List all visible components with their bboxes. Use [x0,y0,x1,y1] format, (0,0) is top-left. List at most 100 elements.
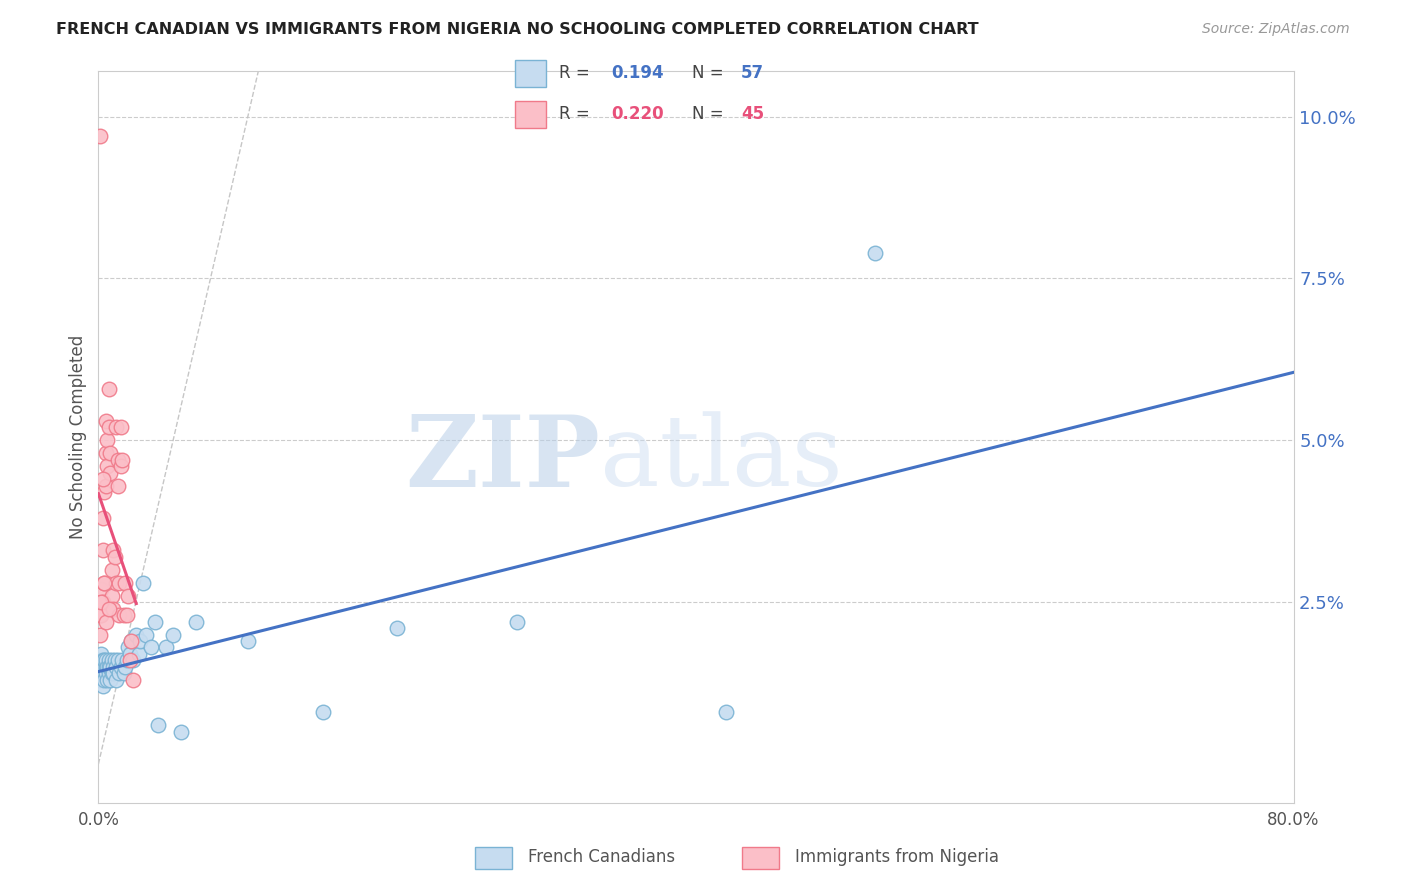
Point [107,653,129,667]
Point [101,563,124,577]
Point [117,589,139,603]
Point [120,634,142,648]
Text: Source: ZipAtlas.com: Source: ZipAtlas.com [1202,22,1350,37]
Point [125,627,148,641]
Point [93,575,115,590]
Bar [516,60,547,87]
Point [108,575,131,590]
Point [90,660,112,674]
Point [114,575,136,590]
Point [96,660,118,674]
Point [89,666,111,681]
Text: 0.220: 0.220 [612,105,664,123]
Point [93,653,115,667]
Point [236,634,259,648]
Point [89,627,111,641]
Point [96,434,118,448]
Point [93,575,115,590]
Point [117,640,139,655]
Point [110,420,132,434]
Point [103,660,125,674]
Point [90,582,112,597]
Point [104,653,127,667]
Point [128,647,150,661]
Point [94,615,117,629]
Point [162,627,184,641]
Point [94,446,117,460]
Point [115,653,138,667]
Point [93,673,115,687]
Point [91,543,114,558]
Y-axis label: No Schooling Completed: No Schooling Completed [69,335,87,539]
Point [101,589,124,603]
Text: 45: 45 [741,105,765,123]
Point [91,666,114,681]
Point [139,640,162,655]
Point [110,459,132,474]
Point [111,452,134,467]
Point [103,543,125,558]
Point [89,653,111,667]
Bar [475,847,512,869]
Point [105,575,128,590]
Point [132,575,155,590]
Point [118,647,141,661]
Text: French Canadians: French Canadians [529,847,675,866]
Point [101,653,124,667]
Point [103,601,125,615]
Point [94,478,117,492]
Point [90,608,112,623]
Point [91,653,114,667]
Point [112,608,135,623]
Point [108,608,131,623]
Point [90,647,112,661]
Point [97,653,120,667]
Point [121,653,143,667]
Point [97,666,120,681]
Point [143,615,166,629]
Point [121,673,143,687]
Point [94,414,117,428]
Point [89,608,111,623]
Point [103,666,125,681]
Point [97,382,120,396]
Point [865,245,887,260]
Point [155,640,177,655]
Text: FRENCH CANADIAN VS IMMIGRANTS FROM NIGERIA NO SCHOOLING COMPLETED CORRELATION CH: FRENCH CANADIAN VS IMMIGRANTS FROM NIGER… [56,22,979,37]
Point [90,673,112,687]
Point [94,653,117,667]
Point [97,660,120,674]
Point [135,627,157,641]
Point [93,660,115,674]
Point [91,595,114,609]
Point [184,615,207,629]
Point [93,485,115,500]
Point [105,673,128,687]
Point [105,420,128,434]
Point [89,129,111,144]
Point [98,673,122,687]
Point [107,478,129,492]
Point [91,679,114,693]
Bar [516,101,547,128]
Text: R =: R = [558,64,595,82]
Point [98,660,122,674]
Point [98,466,122,480]
Point [90,595,112,609]
Point [97,601,120,615]
Point [118,653,141,667]
Text: atlas: atlas [600,411,844,507]
Point [120,634,142,648]
Point [94,660,117,674]
Point [108,666,131,681]
Point [97,420,120,434]
Point [506,615,529,629]
Point [104,549,127,564]
Point [115,608,138,623]
Point [311,705,333,719]
Point [114,660,136,674]
Text: N =: N = [692,64,728,82]
Point [129,634,152,648]
Point [96,459,118,474]
Text: R =: R = [558,105,595,123]
